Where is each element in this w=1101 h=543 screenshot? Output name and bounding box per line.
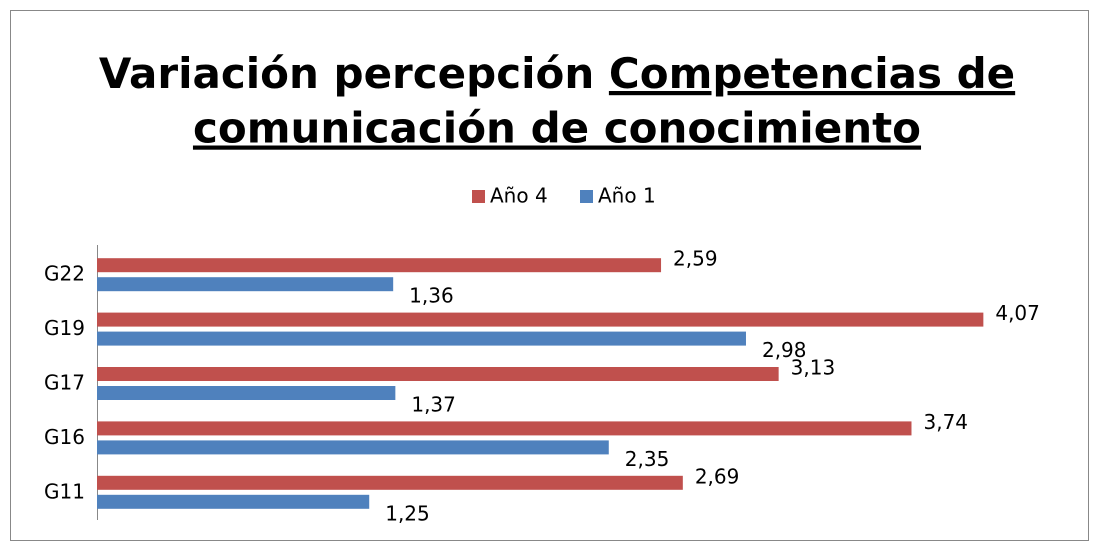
bar — [97, 367, 779, 381]
chart-title-line: comunicación de conocimiento — [193, 104, 921, 153]
data-label: 4,07 — [995, 301, 1040, 325]
y-tick-label: G16 — [44, 425, 85, 449]
data-label: 2,59 — [673, 247, 718, 271]
chart-title: Variación percepción Competencias de — [99, 49, 1015, 98]
data-label: 3,74 — [923, 410, 968, 434]
bar — [97, 421, 912, 436]
bar — [97, 386, 396, 400]
title-part: Variación percepción — [99, 49, 594, 98]
data-label: 3,13 — [791, 356, 836, 380]
y-tick-label: G22 — [44, 262, 85, 286]
legend-swatch — [472, 190, 485, 203]
bar — [97, 277, 394, 292]
title-part: Competencias de — [609, 49, 1015, 98]
bar — [97, 312, 984, 327]
data-label: 2,98 — [762, 338, 807, 362]
legend-label: Año 4 — [490, 184, 548, 208]
y-tick-label: G11 — [44, 479, 85, 503]
data-label: 1,37 — [411, 393, 456, 417]
bar — [97, 475, 683, 490]
bar — [97, 494, 370, 509]
legend-label: Año 1 — [598, 184, 656, 208]
bar — [97, 331, 746, 346]
data-label: 2,35 — [625, 447, 670, 471]
legend-swatch — [580, 190, 593, 203]
bar — [97, 258, 662, 273]
data-label: 1,36 — [409, 284, 454, 308]
y-tick-label: G19 — [44, 316, 85, 340]
bar — [97, 440, 609, 455]
y-tick-label: G17 — [44, 371, 85, 395]
data-label: 2,69 — [695, 464, 740, 488]
data-label: 1,25 — [385, 501, 430, 525]
